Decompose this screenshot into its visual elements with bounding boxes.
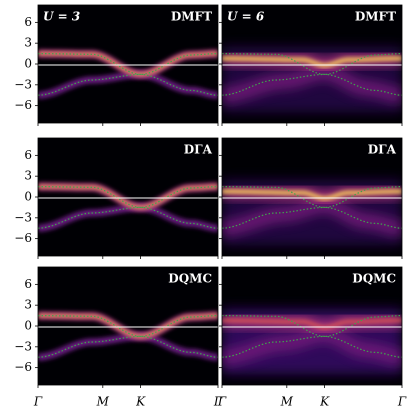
y-tick-label: 0 xyxy=(24,190,32,204)
noninteracting-band xyxy=(222,315,402,338)
spectral-band xyxy=(222,56,402,68)
panel: Γ M K Γ DQMC xyxy=(217,266,407,409)
y-tick-label: 6 xyxy=(24,148,32,162)
y-tick-label: −6 xyxy=(14,360,32,374)
y-tick-label: 6 xyxy=(24,277,32,291)
y-tick-label: −6 xyxy=(14,231,32,245)
panel-title: DQMC xyxy=(352,272,396,286)
spectral-band xyxy=(222,65,402,103)
panel: 6 3 0 −3 −6 Γ M K Γ DQMC xyxy=(14,266,223,409)
panel-title: DQMC xyxy=(168,272,212,286)
heatmap xyxy=(222,138,402,256)
x-tick-label: K xyxy=(135,395,146,409)
noninteracting-band xyxy=(38,206,218,229)
heatmap-background xyxy=(38,138,218,256)
x-tick-label: M xyxy=(96,395,110,409)
x-tick-label: Γ xyxy=(213,395,223,409)
y-tick-label: −3 xyxy=(14,339,32,353)
spectral-band xyxy=(222,327,402,365)
panel-title: DΓA xyxy=(184,143,213,157)
y-tick-label: 6 xyxy=(24,15,32,29)
panel-annotation: U = 3 xyxy=(43,10,80,24)
noninteracting-band xyxy=(38,186,218,209)
heatmap xyxy=(38,138,218,256)
spectral-band xyxy=(222,318,402,329)
noninteracting-band xyxy=(38,335,218,358)
heatmap xyxy=(222,267,402,385)
x-tick-label: M xyxy=(280,395,294,409)
x-tick-label: K xyxy=(319,395,330,409)
y-tick-label: −6 xyxy=(14,98,32,112)
heatmap xyxy=(38,267,218,385)
y-tick-label: −3 xyxy=(14,77,32,91)
panel: DΓA xyxy=(219,137,403,259)
x-tick-label: Γ xyxy=(33,395,43,409)
noninteracting-band xyxy=(222,206,402,229)
panel: 6 3 0 −3 −6 DΓA xyxy=(14,137,219,259)
y-tick-label: 3 xyxy=(24,169,32,183)
panel-title: DMFT xyxy=(355,10,396,24)
noninteracting-band xyxy=(222,73,402,96)
y-tick-label: 0 xyxy=(24,319,32,333)
heatmap-background xyxy=(38,267,218,385)
panel: 6 3 0 −3 −6 DMFT U = 3 xyxy=(14,4,219,126)
noninteracting-band xyxy=(38,315,218,338)
x-tick-label: Γ xyxy=(397,395,407,409)
heatmap-background xyxy=(38,5,218,123)
y-tick-label: −3 xyxy=(14,210,32,224)
spectral-band xyxy=(222,189,402,201)
y-tick-label: 3 xyxy=(24,36,32,50)
noninteracting-band xyxy=(222,186,402,209)
x-tick-label: Γ xyxy=(217,395,227,409)
heatmap xyxy=(222,5,402,123)
spectral-band xyxy=(222,198,402,236)
panel: DMFT U = 6 xyxy=(219,4,403,126)
heatmap xyxy=(38,5,218,123)
panel-title: DMFT xyxy=(171,10,212,24)
panel-annotation: U = 6 xyxy=(227,10,265,24)
noninteracting-band xyxy=(222,53,402,76)
y-tick-label: 0 xyxy=(24,57,32,71)
noninteracting-band xyxy=(222,335,402,358)
noninteracting-band xyxy=(38,53,218,76)
y-tick-label: 3 xyxy=(24,298,32,312)
noninteracting-band xyxy=(38,73,218,96)
panel-title: DΓA xyxy=(368,143,397,157)
